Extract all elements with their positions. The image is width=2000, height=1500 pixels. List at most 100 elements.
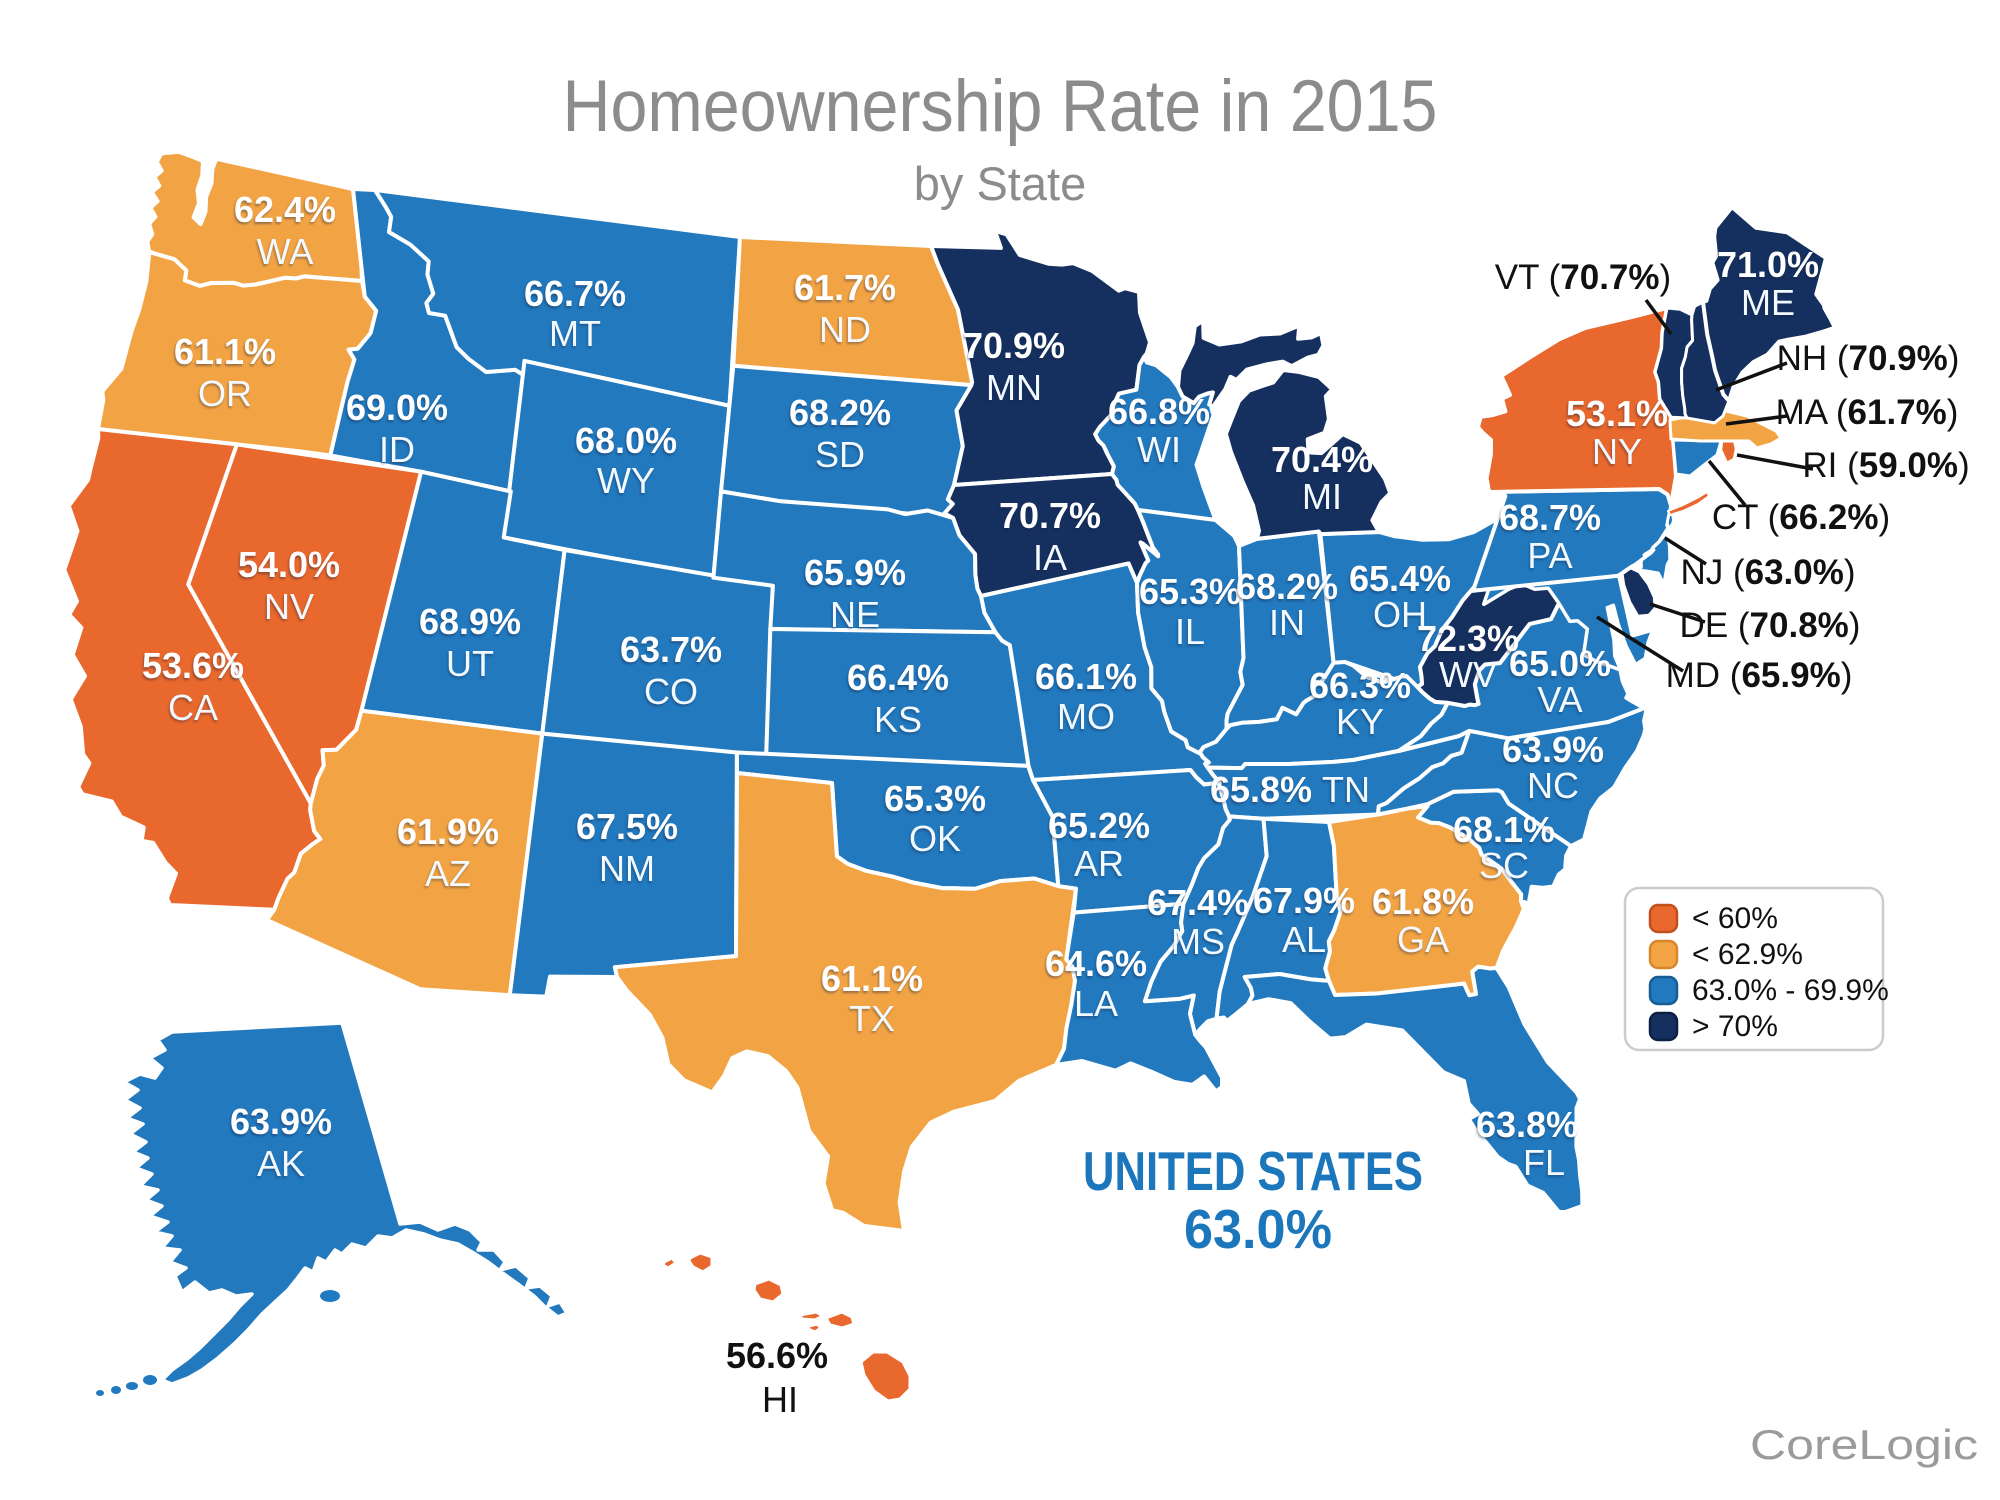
svg-text:OR: OR [198, 373, 252, 414]
svg-text:AK: AK [257, 1143, 305, 1184]
svg-text:IL: IL [1175, 611, 1205, 652]
svg-text:AR: AR [1074, 843, 1124, 884]
svg-text:66.7%: 66.7% [524, 273, 626, 314]
svg-text:Homeownership Rate in 2015: Homeownership Rate in 2015 [563, 66, 1438, 147]
svg-text:65.0%: 65.0% [1509, 643, 1611, 684]
svg-text:MA (61.7%): MA (61.7%) [1776, 393, 1959, 432]
svg-text:CO: CO [644, 671, 698, 712]
svg-text:65.4%: 65.4% [1349, 558, 1451, 599]
svg-text:UT: UT [446, 643, 494, 684]
svg-text:CA: CA [168, 687, 218, 728]
svg-text:53.6%: 53.6% [142, 645, 244, 686]
svg-text:NM: NM [599, 848, 655, 889]
svg-text:MD (65.9%): MD (65.9%) [1666, 656, 1853, 695]
svg-text:68.2%: 68.2% [789, 392, 891, 433]
svg-text:63.7%: 63.7% [620, 629, 722, 670]
svg-text:MS: MS [1171, 921, 1225, 962]
svg-text:WV: WV [1439, 654, 1497, 695]
svg-text:by State: by State [914, 157, 1086, 210]
svg-text:69.0%: 69.0% [346, 387, 448, 428]
svg-text:SD: SD [815, 434, 865, 475]
svg-text:ID: ID [379, 429, 415, 470]
svg-text:54.0%: 54.0% [238, 544, 340, 585]
svg-text:HI: HI [762, 1379, 798, 1420]
svg-text:63.0%: 63.0% [1184, 1198, 1332, 1260]
svg-text:WA: WA [257, 231, 314, 272]
svg-text:61.7%: 61.7% [794, 267, 896, 308]
svg-text:WI: WI [1137, 429, 1181, 470]
svg-text:NE: NE [830, 594, 880, 635]
svg-text:UNITED STATES: UNITED STATES [1083, 1140, 1423, 1202]
svg-text:< 62.9%: < 62.9% [1692, 938, 1803, 971]
svg-text:> 70%: > 70% [1692, 1010, 1778, 1043]
svg-text:63.9%: 63.9% [1502, 729, 1604, 770]
svg-text:CT (66.2%): CT (66.2%) [1712, 498, 1890, 537]
svg-text:70.9%: 70.9% [963, 325, 1065, 366]
svg-text:VT (70.7%): VT (70.7%) [1495, 258, 1671, 297]
svg-text:68.0%: 68.0% [575, 420, 677, 461]
svg-text:OH: OH [1373, 594, 1427, 635]
svg-text:NH (70.9%): NH (70.9%) [1777, 339, 1960, 378]
svg-text:70.7%: 70.7% [999, 495, 1101, 536]
svg-text:62.4%: 62.4% [234, 189, 336, 230]
svg-text:61.9%: 61.9% [397, 811, 499, 852]
svg-text:AZ: AZ [425, 853, 471, 894]
svg-text:FL: FL [1523, 1142, 1565, 1183]
svg-text:67.4%: 67.4% [1147, 882, 1249, 923]
svg-text:67.9%: 67.9% [1253, 880, 1355, 921]
svg-text:AL: AL [1282, 919, 1326, 960]
svg-text:KY: KY [1336, 701, 1384, 742]
svg-text:IA: IA [1033, 537, 1067, 578]
svg-text:MT: MT [549, 313, 601, 354]
svg-text:OK: OK [909, 818, 961, 859]
svg-text:VA: VA [1537, 679, 1582, 720]
svg-text:ME: ME [1741, 282, 1795, 323]
svg-text:61.1%: 61.1% [821, 958, 923, 999]
svg-text:MO: MO [1057, 696, 1115, 737]
svg-text:63.9%: 63.9% [230, 1101, 332, 1142]
svg-text:LA: LA [1074, 983, 1118, 1024]
svg-text:56.6%: 56.6% [726, 1335, 828, 1376]
svg-text:DE (70.8%): DE (70.8%) [1680, 606, 1861, 645]
svg-text:ND: ND [819, 309, 871, 350]
svg-text:65.3%: 65.3% [884, 778, 986, 819]
svg-text:61.8%: 61.8% [1372, 881, 1474, 922]
svg-text:NY: NY [1592, 431, 1642, 472]
svg-text:NJ (63.0%): NJ (63.0%) [1680, 553, 1855, 592]
svg-text:67.5%: 67.5% [576, 806, 678, 847]
svg-text:KS: KS [874, 699, 922, 740]
svg-text:IN: IN [1269, 602, 1305, 643]
svg-text:< 60%: < 60% [1692, 902, 1778, 935]
svg-text:71.0%: 71.0% [1717, 244, 1819, 285]
svg-text:65.2%: 65.2% [1048, 805, 1150, 846]
svg-text:63.8%: 63.8% [1476, 1104, 1578, 1145]
svg-text:64.6%: 64.6% [1045, 943, 1147, 984]
svg-text:65.3%: 65.3% [1139, 571, 1241, 612]
svg-text:65.8% TN: 65.8% TN [1210, 769, 1370, 810]
svg-text:53.1%: 53.1% [1566, 393, 1668, 434]
svg-text:WY: WY [597, 460, 655, 501]
svg-text:63.0% - 69.9%: 63.0% - 69.9% [1692, 974, 1889, 1007]
svg-text:68.7%: 68.7% [1499, 497, 1601, 538]
svg-text:GA: GA [1397, 919, 1449, 960]
svg-text:PA: PA [1527, 535, 1572, 576]
svg-text:SC: SC [1479, 845, 1529, 886]
svg-text:68.1%: 68.1% [1453, 809, 1555, 850]
svg-text:70.4%: 70.4% [1271, 439, 1373, 480]
svg-text:66.1%: 66.1% [1035, 656, 1137, 697]
svg-text:68.2%: 68.2% [1236, 566, 1338, 607]
svg-text:66.8%: 66.8% [1108, 391, 1210, 432]
svg-text:72.3%: 72.3% [1417, 618, 1519, 659]
svg-text:66.3%: 66.3% [1309, 665, 1411, 706]
svg-text:68.9%: 68.9% [419, 601, 521, 642]
svg-text:65.9%: 65.9% [804, 552, 906, 593]
svg-text:MI: MI [1302, 476, 1342, 517]
svg-text:TX: TX [849, 998, 895, 1039]
svg-text:RI (59.0%): RI (59.0%) [1802, 446, 1969, 485]
svg-text:MN: MN [986, 367, 1042, 408]
svg-text:CoreLogic: CoreLogic [1750, 1421, 1978, 1468]
svg-text:66.4%: 66.4% [847, 657, 949, 698]
svg-text:61.1%: 61.1% [174, 331, 276, 372]
svg-text:NC: NC [1527, 765, 1579, 806]
svg-text:NV: NV [264, 586, 314, 627]
